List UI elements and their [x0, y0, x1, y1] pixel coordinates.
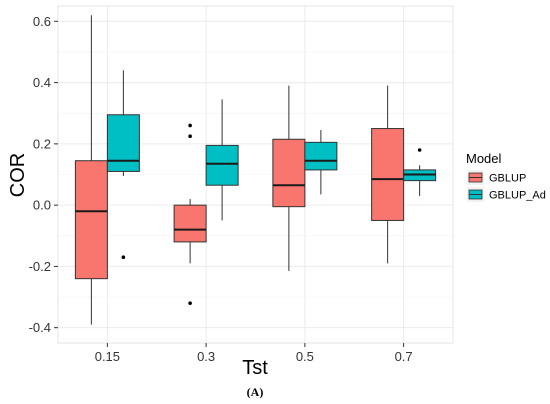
box-gblup	[272, 85, 306, 272]
outlier-point	[121, 255, 126, 260]
outlier-point	[188, 123, 192, 128]
x-tick-label: 0.7	[395, 349, 413, 364]
box-body	[205, 144, 239, 186]
box-gblup-ad	[403, 148, 437, 196]
y-tick-label: 0.2	[33, 136, 51, 151]
y-axis-ticks: -0.4 -0.2 0.0 0.2 0.4 0.6	[29, 14, 58, 335]
box-body	[74, 160, 108, 280]
box-body	[304, 141, 338, 171]
box-gblup	[173, 123, 207, 305]
y-tick-label: 0.0	[33, 198, 51, 213]
box-gblup-ad	[304, 130, 338, 195]
box-gblup-ad	[205, 99, 239, 221]
box-series	[74, 15, 437, 325]
outlier-point	[188, 134, 192, 139]
x-tick-label: 0.15	[95, 349, 120, 364]
box-body	[272, 138, 306, 208]
legend-title: Model	[466, 151, 502, 166]
outlier-point	[417, 148, 422, 152]
y-tick-label: 0.6	[33, 14, 51, 29]
figure-caption: (A)	[247, 385, 264, 399]
box-gblup	[371, 85, 405, 264]
box-body	[173, 204, 207, 243]
y-tick-label: 0.4	[33, 75, 51, 90]
y-axis-title: COR	[7, 153, 29, 197]
box-gblup	[74, 15, 108, 325]
x-axis-ticks: 0.15 0.3 0.5 0.7	[95, 343, 413, 364]
y-tick-label: -0.4	[29, 320, 51, 335]
x-tick-label: 0.3	[197, 349, 215, 364]
y-tick-label: -0.2	[29, 259, 51, 274]
legend-label: GBLUP_Ad	[489, 190, 546, 202]
box-gblup-ad	[106, 70, 140, 260]
x-tick-label: 0.5	[296, 349, 314, 364]
x-axis-title: Tst	[242, 357, 268, 379]
legend-label: GBLUP	[489, 173, 526, 185]
outlier-point	[188, 301, 192, 305]
box-body	[371, 128, 405, 221]
box-body	[106, 114, 140, 172]
legend: Model GBLUP GBLUP_Ad	[466, 151, 546, 202]
